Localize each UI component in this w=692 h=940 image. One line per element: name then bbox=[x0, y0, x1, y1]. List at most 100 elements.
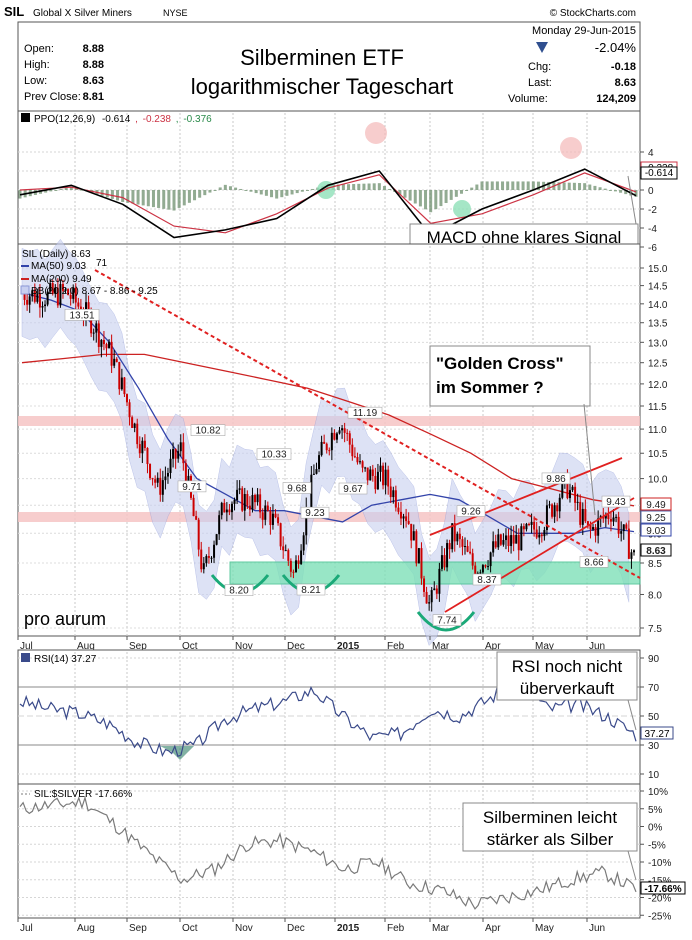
candle-body bbox=[497, 534, 500, 548]
ratio-y-label-3: -5% bbox=[648, 840, 666, 851]
candle-body bbox=[108, 341, 111, 349]
price-legend-ma50: MA(50) 9.03 bbox=[31, 261, 86, 272]
candle-body bbox=[202, 563, 205, 570]
ppo-hist-bar bbox=[593, 185, 597, 190]
credit: © StockCharts.com bbox=[550, 8, 636, 19]
rsi-annotation-pointer bbox=[627, 699, 637, 731]
ppo-hist-bar bbox=[162, 190, 166, 209]
last-label: Last: bbox=[528, 77, 552, 89]
high-value: 8.88 bbox=[83, 59, 104, 71]
candle-body bbox=[100, 339, 103, 347]
golden-cross-box bbox=[429, 345, 591, 407]
x-bottom-label-10: May bbox=[535, 923, 554, 934]
candle-body bbox=[499, 534, 502, 545]
ppo-hist-bar bbox=[588, 184, 592, 190]
ppo-hist-bar bbox=[146, 190, 150, 207]
price-peek-label: 71 bbox=[96, 258, 108, 269]
ppo-y-label-2: 0 bbox=[648, 186, 654, 197]
candle-body bbox=[399, 511, 402, 519]
candle-body bbox=[525, 523, 528, 530]
x-mid-label-4: Nov bbox=[235, 641, 253, 652]
candle-body bbox=[415, 531, 418, 564]
candle-body bbox=[238, 488, 241, 490]
chart-title-line1: Silberminen ETF bbox=[240, 45, 404, 70]
candle-body bbox=[156, 477, 159, 483]
rsi-y-label-4: 10 bbox=[648, 770, 660, 781]
candle-body bbox=[172, 449, 175, 459]
ppo-hist-bar bbox=[557, 182, 561, 190]
candle-body bbox=[502, 540, 505, 545]
ppo-hist-bar bbox=[110, 190, 114, 199]
ppo-hist-bar bbox=[357, 183, 361, 190]
ppo-hist-bar bbox=[526, 181, 530, 190]
candle-body bbox=[125, 394, 128, 403]
ppo-hist-bar bbox=[151, 190, 155, 208]
candle-body bbox=[110, 341, 113, 366]
candle-body bbox=[243, 494, 246, 511]
candle-body bbox=[297, 560, 300, 564]
ppo-y-label-0: 4 bbox=[648, 148, 654, 159]
candle-body bbox=[369, 469, 372, 481]
exchange: NYSE bbox=[163, 8, 188, 18]
ppo-hist-bar bbox=[193, 190, 197, 201]
ppo-hist-bar bbox=[572, 182, 576, 190]
ppo-hist-bar bbox=[131, 190, 135, 204]
ppo-hist-bar bbox=[418, 190, 422, 207]
ratio-panel: 10% 5% 0% -5% -10% -15% -20% -25% SIL:$SILVER -… bbox=[18, 786, 686, 922]
ppo-hist-bar bbox=[213, 190, 217, 191]
golden-cross-pointer bbox=[583, 403, 596, 516]
candle-body bbox=[330, 432, 333, 451]
ppo-hist-bar bbox=[39, 190, 43, 194]
ppo-hist-bar bbox=[377, 183, 381, 190]
candle-body bbox=[225, 509, 228, 513]
price-y-label-9: 10.5 bbox=[648, 449, 668, 460]
ppo-hist-bar bbox=[521, 181, 525, 190]
symbol: SIL bbox=[4, 4, 24, 19]
candle-body bbox=[387, 469, 390, 487]
candle-body bbox=[620, 531, 623, 534]
ppo-hist-bar bbox=[352, 184, 356, 190]
x-axis-price: Jul Aug Sep Oct Nov Dec 2015 Feb Mar Apr May Jun bbox=[17, 636, 605, 652]
level-label-box-4 bbox=[282, 482, 312, 494]
ppo-hist-bar bbox=[347, 184, 351, 190]
x-bottom-label-0: Jul bbox=[20, 923, 33, 934]
candle-body bbox=[333, 432, 336, 440]
candle-body bbox=[528, 523, 531, 525]
chart-header: SIL Global X Silver Miners NYSE © StockC… bbox=[4, 4, 636, 19]
candle-body bbox=[341, 428, 344, 431]
candle-body bbox=[507, 535, 510, 547]
candle-body bbox=[223, 502, 226, 513]
ppo-trough-marker-1 bbox=[317, 181, 335, 199]
ppo-hist-bar bbox=[116, 190, 120, 201]
candle-body bbox=[402, 516, 405, 519]
ppo-legend: PPO(12,26,9) -0.614 , -0.238 , -0.376 bbox=[21, 113, 212, 125]
rsi-annotation-line2: überverkauft bbox=[520, 679, 615, 698]
candle-body bbox=[254, 495, 257, 503]
x-mid-label-6: 2015 bbox=[337, 641, 360, 652]
candle-body bbox=[164, 476, 167, 481]
candle-body bbox=[325, 443, 328, 451]
candle-body bbox=[512, 535, 515, 544]
level-label-10: 9.43 bbox=[606, 497, 626, 508]
candle-body bbox=[305, 507, 308, 536]
x-axis-bottom: Jul Aug Sep Oct Nov Dec 2015 Feb Mar Apr May Jun bbox=[17, 918, 605, 934]
ppo-hist-bar bbox=[136, 190, 140, 205]
candle-body bbox=[371, 469, 374, 476]
price-legend: SIL (Daily) 8.63 MA(50) 9.03 71 MA(200) … bbox=[20, 249, 158, 297]
candle-body bbox=[210, 557, 213, 559]
rsi-annotation-box bbox=[496, 651, 638, 701]
ppo-signal-line bbox=[19, 172, 637, 234]
candle-body bbox=[169, 458, 172, 473]
ppo-legend-v1: -0.614 bbox=[102, 114, 131, 125]
ppo-hist-bar bbox=[372, 183, 376, 190]
ppo-hist-bar bbox=[413, 190, 417, 204]
level-label-box-14 bbox=[472, 573, 502, 586]
candle-body bbox=[471, 553, 474, 566]
candle-body bbox=[328, 450, 331, 452]
x-bottom-label-6: 2015 bbox=[337, 923, 360, 934]
candle-body bbox=[271, 513, 274, 525]
candle-body bbox=[241, 488, 244, 511]
price-tag-0: 9.49 bbox=[646, 500, 666, 511]
candle-body bbox=[545, 505, 548, 531]
candle-body bbox=[179, 442, 182, 452]
